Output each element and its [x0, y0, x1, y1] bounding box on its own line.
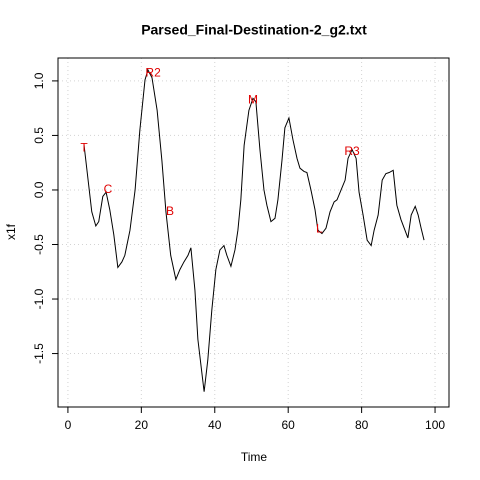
y-tick-label: -1.5 — [32, 343, 46, 364]
chart-title: Parsed_Final-Destination-2_g2.txt — [141, 22, 367, 38]
y-tick-label: -1.0 — [32, 288, 46, 309]
annotation: M — [248, 93, 258, 107]
y-tick-label: 0.0 — [32, 181, 46, 198]
plot-frame — [57, 57, 450, 408]
annotation: B — [166, 204, 174, 218]
x-tick-label: 100 — [425, 418, 445, 432]
y-axis-label: x1f — [4, 223, 18, 240]
annotation: C — [104, 182, 113, 196]
annotation: L — [316, 221, 323, 235]
x-tick-label: 60 — [282, 418, 296, 432]
x-tick-label: 40 — [208, 418, 222, 432]
x-tick-label: 20 — [135, 418, 149, 432]
annotation: T — [80, 141, 88, 155]
x-tick-label: 80 — [355, 418, 369, 432]
y-tick-label: 0.5 — [32, 127, 46, 144]
annotation: R2 — [145, 65, 161, 79]
line — [83, 68, 425, 392]
x-axis-label: Time — [241, 450, 268, 464]
y-tick-label: -0.5 — [32, 234, 46, 255]
annotation: R3 — [344, 144, 360, 158]
x-tick-label: 0 — [65, 418, 72, 432]
y-tick-label: 1.0 — [32, 72, 46, 89]
